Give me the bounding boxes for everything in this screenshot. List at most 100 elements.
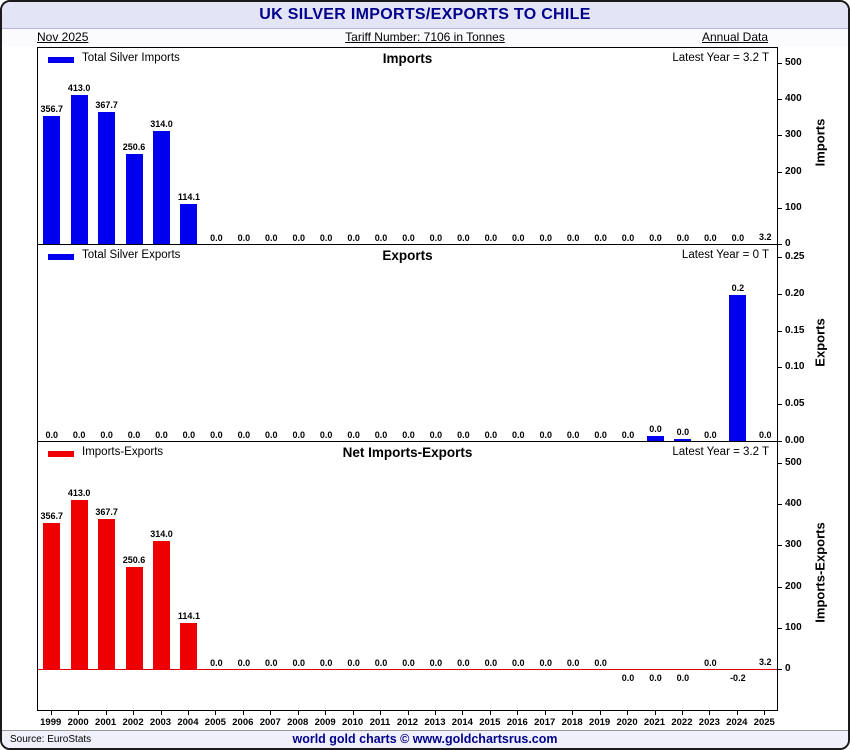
net-legend-label: Imports-Exports bbox=[82, 446, 164, 458]
bar-value-label: 0.0 bbox=[210, 430, 223, 440]
bar-value-label: 0.0 bbox=[621, 233, 635, 243]
y-axis-tick bbox=[778, 257, 782, 258]
x-axis-tick bbox=[380, 711, 382, 715]
bar-value-label: 250.6 bbox=[122, 554, 146, 565]
bar-value-label: 0.0 bbox=[539, 430, 552, 440]
y-axis-tick bbox=[778, 504, 782, 506]
bar-value-label: 0.0 bbox=[649, 673, 662, 683]
y-axis-tick-label: 500 bbox=[785, 57, 802, 68]
bar-value-label: 0.0 bbox=[347, 233, 360, 243]
x-axis-tick bbox=[352, 711, 354, 715]
chart-title: UK SILVER IMPORTS/EXPORTS TO CHILE bbox=[259, 6, 591, 23]
x-axis-year-label: 2004 bbox=[177, 717, 199, 728]
y-axis-tick-label: 0.20 bbox=[785, 287, 805, 299]
sub-header: Nov 2025 Tariff Number: 7106 in Tonnes A… bbox=[2, 29, 848, 47]
bar-value-label: 0.0 bbox=[649, 233, 662, 243]
y-axis-tick bbox=[778, 404, 782, 406]
bar-value-label: 0.0 bbox=[731, 233, 745, 243]
bar-value-label: 0.0 bbox=[484, 430, 498, 440]
y-axis-tick-label: 0.25 bbox=[785, 251, 805, 262]
bar-value-label: 0.0 bbox=[100, 430, 113, 440]
y-axis-tick-label: 0.15 bbox=[785, 324, 805, 336]
x-axis-tick bbox=[215, 711, 217, 715]
bar-value-label: 0.0 bbox=[649, 424, 662, 435]
bar-value-label: 0.0 bbox=[566, 430, 580, 440]
x-axis-year-label: 2001 bbox=[95, 717, 117, 728]
bar-value-label: 356.7 bbox=[40, 103, 63, 114]
x-axis-year-label: 1999 bbox=[40, 717, 62, 728]
bar bbox=[153, 540, 170, 670]
x-axis-year-label: 2013 bbox=[424, 717, 446, 728]
bar-value-label: 0.0 bbox=[594, 658, 607, 668]
bar-value-label: 0.0 bbox=[429, 658, 443, 668]
imports-legend-label: Total Silver Imports bbox=[82, 52, 180, 64]
x-axis-year-label: 2019 bbox=[589, 717, 611, 728]
x-axis-year-label: 2025 bbox=[753, 717, 775, 728]
bar-value-label: 0.0 bbox=[347, 658, 360, 668]
bar-value-label: 0.0 bbox=[155, 430, 168, 440]
bar-value-label: 0.0 bbox=[512, 233, 525, 243]
bar-value-label: 0.0 bbox=[374, 658, 388, 668]
bar-value-label: 0.0 bbox=[512, 658, 525, 668]
bar-value-label: 0.0 bbox=[265, 233, 278, 243]
x-axis-year-label: 2024 bbox=[726, 717, 748, 728]
exports-axis-label: Exports bbox=[812, 318, 828, 367]
x-axis-tick bbox=[489, 711, 491, 715]
y-axis-tick bbox=[778, 171, 782, 173]
bar bbox=[674, 439, 692, 442]
bar-value-label: 250.6 bbox=[122, 142, 146, 153]
bar-value-label: 114.1 bbox=[177, 610, 200, 621]
bar-value-label: 0.0 bbox=[402, 658, 415, 668]
bar-value-label: 0.0 bbox=[319, 233, 333, 243]
y-axis-tick bbox=[778, 545, 782, 547]
bar-value-label: 0.0 bbox=[292, 430, 305, 440]
x-axis-tick bbox=[133, 711, 135, 715]
date-label: Nov 2025 bbox=[37, 30, 89, 44]
bar-value-label: 0.0 bbox=[374, 233, 388, 243]
bar-value-label: 0.0 bbox=[676, 233, 690, 243]
exports-legend-label: Total Silver Exports bbox=[82, 249, 181, 261]
title-bar: UK SILVER IMPORTS/EXPORTS TO CHILE bbox=[2, 2, 848, 29]
imports-panel: Total Silver Imports Imports Latest Year… bbox=[37, 47, 778, 245]
x-axis-year-label: 2018 bbox=[561, 717, 583, 728]
bar-value-label: 0.0 bbox=[292, 658, 305, 668]
bar-value-label: 413.0 bbox=[67, 83, 91, 94]
bar bbox=[43, 115, 61, 245]
y-axis-tick bbox=[778, 441, 782, 442]
bar bbox=[70, 499, 88, 670]
bar-value-label: 314.0 bbox=[150, 119, 173, 130]
chart-area: Total Silver Imports Imports Latest Year… bbox=[2, 47, 848, 730]
exports-panel: Total Silver Exports Exports Latest Year… bbox=[37, 244, 778, 442]
y-axis-tick bbox=[778, 367, 782, 369]
x-axis-tick bbox=[160, 711, 162, 715]
bar bbox=[43, 523, 61, 670]
bar-value-label: 0.0 bbox=[484, 658, 498, 668]
bar-value-label: 0.0 bbox=[621, 673, 635, 683]
x-axis-year-label: 2011 bbox=[369, 717, 391, 728]
x-axis-tick bbox=[434, 711, 436, 715]
tariff-label: Tariff Number: 7106 in Tonnes bbox=[345, 30, 505, 44]
bar-value-label: 0.0 bbox=[457, 233, 470, 243]
x-axis-tick bbox=[627, 711, 629, 715]
bar bbox=[647, 436, 664, 442]
source-label: Source: EuroStats bbox=[10, 734, 92, 745]
y-axis-tick bbox=[778, 463, 782, 464]
x-axis-year-label: 2015 bbox=[479, 717, 501, 728]
y-axis-tick bbox=[778, 207, 782, 209]
x-axis-year-label: 2003 bbox=[149, 717, 172, 728]
x-axis-tick bbox=[105, 711, 107, 715]
y-axis-tick-label: 0 bbox=[785, 238, 791, 249]
x-axis-tick bbox=[242, 711, 244, 715]
bar-value-label: 0.0 bbox=[319, 658, 333, 668]
bar bbox=[153, 131, 170, 245]
x-axis-tick bbox=[544, 711, 546, 715]
x-axis-tick bbox=[462, 711, 464, 715]
bar bbox=[125, 566, 143, 670]
bar-value-label: 0.0 bbox=[347, 430, 360, 440]
bar bbox=[180, 622, 198, 670]
bar-value-label: 0.0 bbox=[676, 673, 690, 683]
y-axis-tick bbox=[778, 63, 782, 64]
bar-value-label: 0.0 bbox=[566, 233, 580, 243]
bar-value-label: -0.2 bbox=[730, 673, 746, 683]
bar-value-label: 0.0 bbox=[265, 430, 278, 440]
